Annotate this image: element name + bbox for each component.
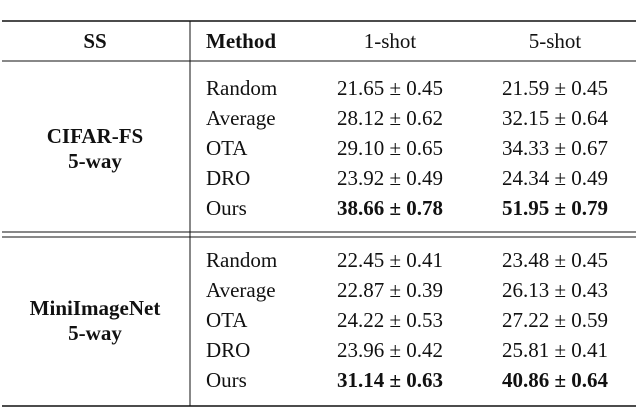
score-cell: 26.13 ± 0.43 — [502, 278, 608, 302]
score-cell: 24.22 ± 0.53 — [337, 308, 443, 332]
score-cell: 51.95 ± 0.79 — [502, 196, 608, 220]
score-cell: 38.66 ± 0.78 — [337, 196, 443, 220]
group-label: 5-way — [68, 321, 122, 345]
method-cell: Average — [206, 278, 276, 302]
score-cell: 23.92 ± 0.49 — [337, 166, 443, 190]
method-cell: OTA — [206, 136, 248, 160]
score-cell: 23.48 ± 0.45 — [502, 248, 608, 272]
method-cell: DRO — [206, 166, 250, 190]
score-cell: 22.45 ± 0.41 — [337, 248, 443, 272]
score-cell: 21.65 ± 0.45 — [337, 76, 443, 100]
score-cell: 24.34 ± 0.49 — [502, 166, 608, 190]
group-label: MiniImageNet — [30, 296, 161, 320]
score-cell: 21.59 ± 0.45 — [502, 76, 608, 100]
score-cell: 29.10 ± 0.65 — [337, 136, 443, 160]
score-cell: 40.86 ± 0.64 — [502, 368, 609, 392]
method-cell: DRO — [206, 338, 250, 362]
header-cell: 1-shot — [364, 29, 417, 53]
method-cell: Average — [206, 106, 276, 130]
method-cell: Ours — [206, 368, 247, 392]
method-cell: OTA — [206, 308, 248, 332]
header-cell: 5-shot — [529, 29, 582, 53]
score-cell: 31.14 ± 0.63 — [337, 368, 443, 392]
method-cell: Ours — [206, 196, 247, 220]
group-label: CIFAR-FS — [47, 124, 143, 148]
score-cell: 22.87 ± 0.39 — [337, 278, 443, 302]
score-cell: 28.12 ± 0.62 — [337, 106, 443, 130]
score-cell: 32.15 ± 0.64 — [502, 106, 609, 130]
method-cell: Random — [206, 248, 277, 272]
score-cell: 34.33 ± 0.67 — [502, 136, 608, 160]
score-cell: 23.96 ± 0.42 — [337, 338, 443, 362]
score-cell: 25.81 ± 0.41 — [502, 338, 608, 362]
group-label: 5-way — [68, 149, 122, 173]
header-cell: SS — [83, 29, 106, 53]
method-cell: Random — [206, 76, 277, 100]
header-cell: Method — [206, 29, 276, 53]
score-cell: 27.22 ± 0.59 — [502, 308, 608, 332]
